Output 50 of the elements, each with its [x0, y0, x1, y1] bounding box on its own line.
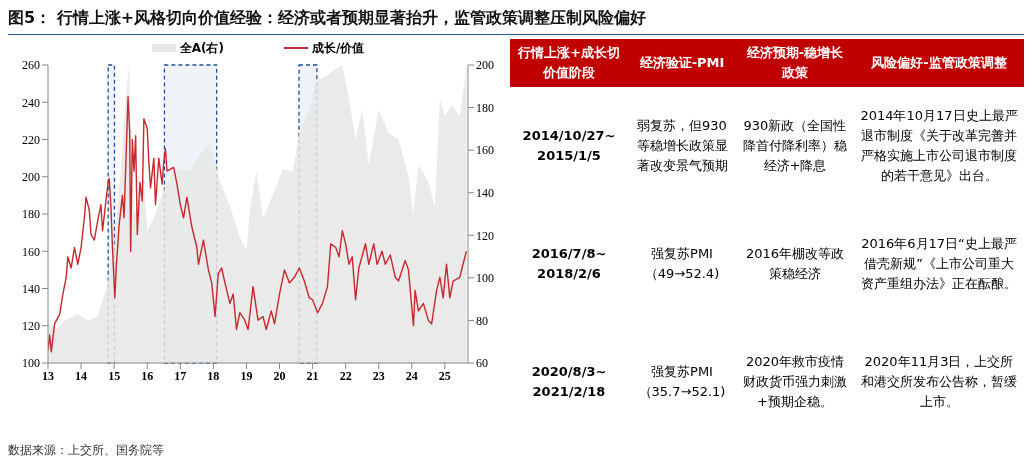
x-tick-label: 17 [174, 368, 187, 383]
text: 经济验证-PMI [639, 54, 725, 72]
x-tick-label: 22 [339, 368, 352, 383]
y-tick-label: 160 [22, 244, 40, 259]
legend-label: 全A(右) [179, 39, 224, 57]
y2-tick-label: 200 [476, 58, 494, 73]
text: 2014年10月17日史上最严退市制度《关于改革完善并严格实施上市公司退市制度的若干意见》出台。 [860, 107, 1018, 185]
text: 强复苏PMI（49→52.4) [643, 245, 721, 283]
source-note: 数据来源：上交所、国务院等 [8, 443, 164, 457]
x-tick-label: 19 [240, 368, 253, 383]
y-tick-label: 260 [22, 58, 40, 73]
x-tick-label: 23 [372, 368, 385, 383]
y2-tick-label: 60 [476, 356, 488, 371]
y2-tick-label: 80 [476, 313, 488, 328]
y-tick-label: 240 [22, 95, 40, 110]
y-tick-label: 200 [22, 170, 40, 185]
text: 2016年6月17日“史上最严借壳新规”《上市公司重大资产重组办法》正在酝酿。 [860, 235, 1018, 293]
chart-title: 图5： 行情上涨+风格切向价值经验：经济或者预期显著抬升，监管政策调整压制风险偏好 [8, 8, 1024, 35]
x-tick-label: 13 [42, 368, 54, 383]
x-tick-label: 14 [75, 368, 88, 383]
text: 行情上涨+成长切价值阶段 [518, 44, 620, 82]
y-tick-label: 220 [22, 132, 40, 147]
text: 930新政（全国性降首付降利率）稳经济+降息 [742, 117, 848, 175]
y2-tick-label: 180 [476, 100, 494, 115]
y-tick-label: 140 [22, 281, 40, 296]
text: 2014/10/27~2015/1/5 [521, 127, 617, 165]
text: 经济预期-稳增长政策 [745, 44, 845, 82]
y2-tick-label: 160 [476, 143, 494, 158]
y2-tick-label: 100 [476, 271, 494, 286]
y2-tick-label: 140 [476, 185, 494, 200]
x-tick-label: 20 [273, 368, 286, 383]
text: 2020年救市疫情财政货币强力刺激+预期企稳。 [742, 353, 848, 411]
y-tick-label: 120 [22, 319, 40, 334]
y2-tick-label: 120 [476, 228, 494, 243]
y-tick-label: 100 [22, 356, 40, 371]
y-tick-label: 180 [22, 207, 40, 222]
x-tick-label: 21 [306, 368, 319, 383]
text: 2016/7/8~2018/2/6 [530, 245, 608, 283]
x-tick-label: 16 [141, 368, 154, 383]
x-tick-label: 18 [207, 368, 220, 383]
x-tick-label: 25 [438, 368, 451, 383]
x-tick-label: 24 [405, 368, 418, 383]
text: 2020年11月3日，上交所和港交所发布公告称，暂缓上市。 [860, 353, 1018, 411]
text: 2016年棚改等政策稳经济 [744, 245, 846, 283]
text: 2020/8/3~2021/2/18 [530, 363, 608, 401]
x-tick-label: 15 [108, 368, 121, 383]
text: 弱复苏，但930等稳增长政策显著改变景气预期 [635, 117, 729, 175]
legend-label: 成长/价值 [311, 39, 365, 57]
text: 风险偏好-监管政策调整 [871, 54, 1007, 72]
text: 强复苏PMI（35.7→52.1) [637, 363, 727, 401]
